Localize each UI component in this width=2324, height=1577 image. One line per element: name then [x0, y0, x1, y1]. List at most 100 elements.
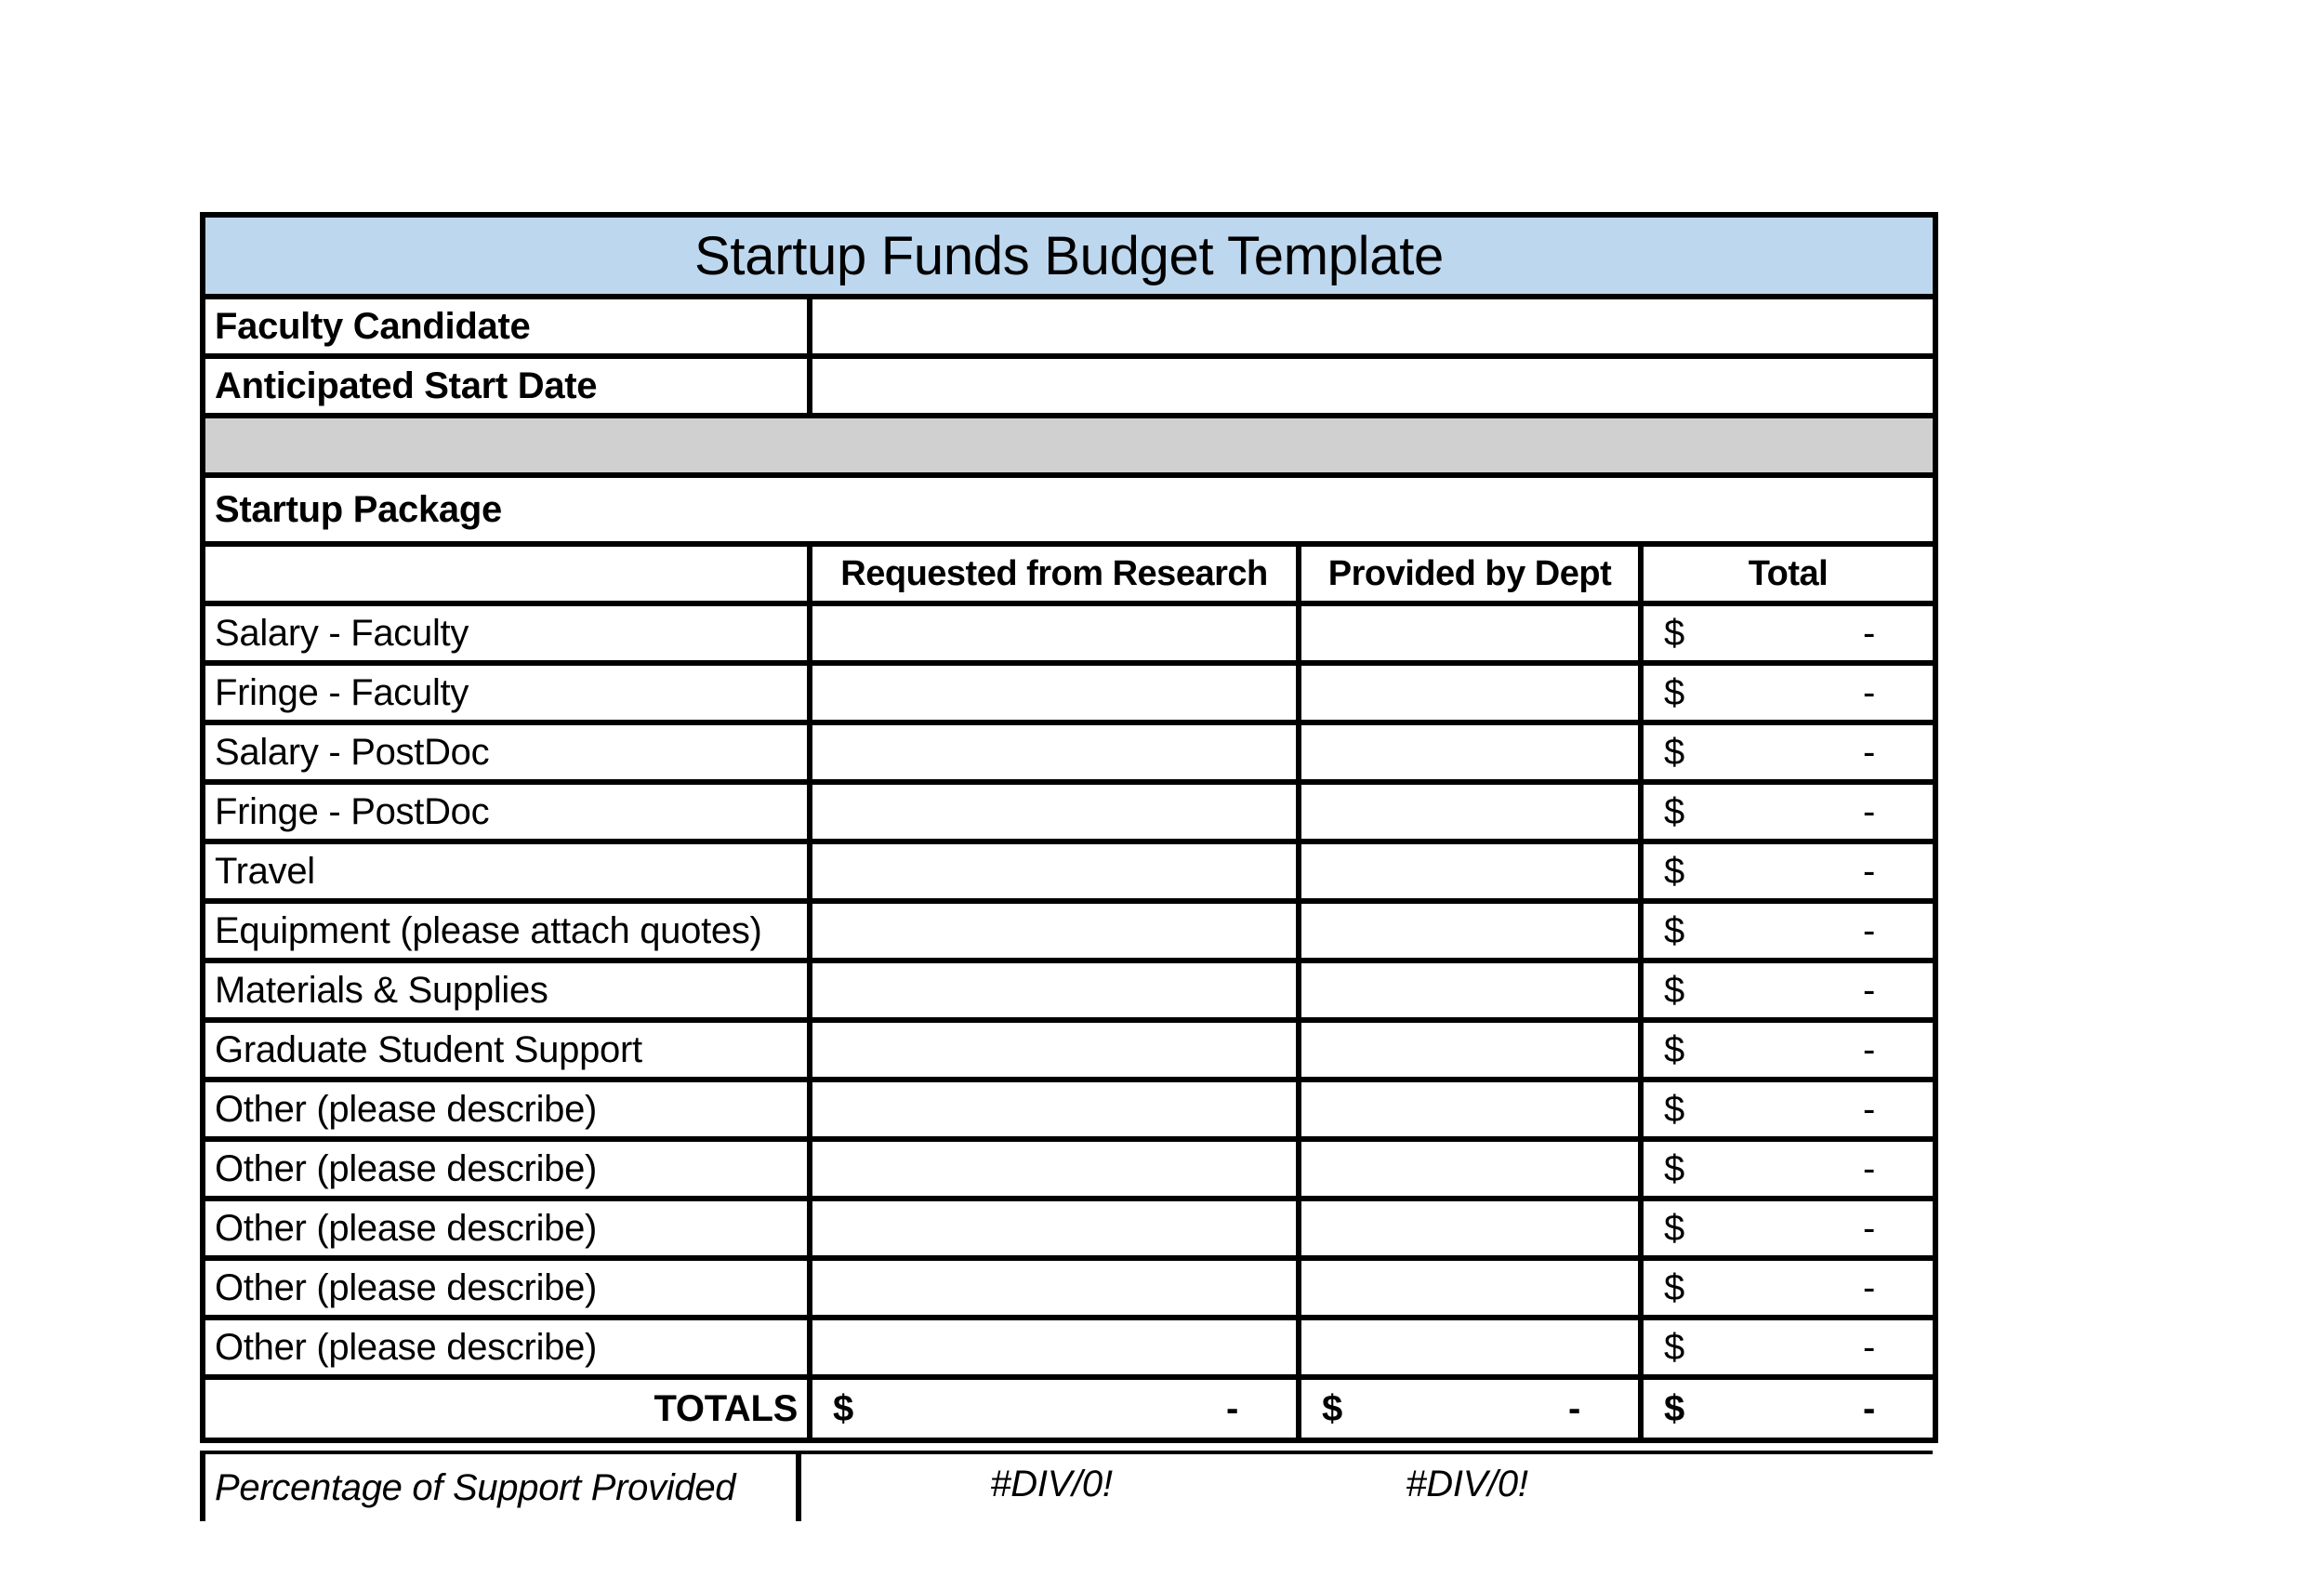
requested-input-cell[interactable] [807, 958, 1301, 1023]
currency-symbol: $ [1664, 612, 1684, 654]
table-row: Fringe - PostDoc $ - [200, 779, 1939, 844]
requested-input-cell[interactable] [807, 1255, 1301, 1320]
totals-total-amount: - [1863, 1387, 1876, 1429]
total-cell: $ - [1637, 839, 1939, 904]
provided-input-cell[interactable] [1296, 660, 1644, 725]
total-amount: - [1863, 1266, 1876, 1308]
currency-symbol: $ [1664, 1147, 1684, 1189]
spacer-row [199, 413, 1939, 478]
table-row: Salary - PostDoc $ - [200, 720, 1939, 785]
provided-input-cell[interactable] [1296, 1196, 1644, 1261]
requested-input-cell[interactable] [807, 898, 1301, 963]
requested-input-cell[interactable] [807, 1136, 1301, 1201]
total-amount: - [1863, 731, 1876, 773]
column-header-blank [200, 541, 812, 606]
line-item-label: Fringe - Faculty [200, 660, 812, 725]
requested-input-cell[interactable] [807, 839, 1301, 904]
provided-input-cell[interactable] [1296, 779, 1644, 844]
document-title: Startup Funds Budget Template [199, 212, 1939, 299]
line-item-label: Other (please describe) [200, 1196, 812, 1261]
provided-input-cell[interactable] [1296, 1315, 1644, 1380]
percentage-provided-value: #DIV/0! [1406, 1464, 1528, 1504]
total-cell: $ - [1637, 898, 1939, 963]
line-item-label: Other (please describe) [200, 1255, 812, 1320]
totals-provided-cell: $ - [1296, 1374, 1644, 1443]
column-header-provided: Provided by Dept [1296, 541, 1644, 606]
provided-input-cell[interactable] [1296, 601, 1644, 666]
provided-input-cell[interactable] [1296, 1136, 1644, 1201]
line-item-label: Other (please describe) [200, 1077, 812, 1142]
table-row: Other (please describe) $ - [200, 1077, 1939, 1142]
totals-label: TOTALS [200, 1374, 812, 1443]
currency-symbol: $ [1322, 1387, 1342, 1429]
currency-symbol: $ [1664, 671, 1684, 713]
provided-input-cell[interactable] [1296, 958, 1644, 1023]
totals-requested-amount: - [1225, 1387, 1238, 1429]
total-cell: $ - [1637, 720, 1939, 785]
total-amount: - [1863, 1028, 1876, 1070]
requested-input-cell[interactable] [807, 1315, 1301, 1380]
currency-symbol: $ [833, 1387, 853, 1429]
requested-input-cell[interactable] [807, 1017, 1301, 1082]
percentage-row: Percentage of Support Provided #DIV/0! #… [200, 1454, 1933, 1521]
column-header-total: Total [1637, 541, 1939, 606]
line-item-label: Graduate Student Support [200, 1017, 812, 1082]
requested-input-cell[interactable] [807, 660, 1301, 725]
total-cell: $ - [1637, 958, 1939, 1023]
provided-input-cell[interactable] [1296, 1077, 1644, 1142]
percentage-requested-value: #DIV/0! [990, 1464, 1113, 1504]
requested-input-cell[interactable] [807, 779, 1301, 844]
total-amount: - [1863, 1088, 1876, 1130]
total-cell: $ - [1637, 1315, 1939, 1380]
table-row: Materials & Supplies $ - [200, 958, 1939, 1023]
provided-input-cell[interactable] [1296, 1017, 1644, 1082]
total-amount: - [1863, 790, 1876, 832]
line-item-label: Fringe - PostDoc [200, 779, 812, 844]
table-row: Fringe - Faculty $ - [200, 660, 1939, 725]
total-cell: $ - [1637, 779, 1939, 844]
table-row: Graduate Student Support $ - [200, 1017, 1939, 1082]
anticipated-start-date-value-cell[interactable] [806, 353, 1939, 418]
totals-total-cell: $ - [1637, 1374, 1939, 1443]
line-item-label: Travel [200, 839, 812, 904]
anticipated-start-date-label: Anticipated Start Date [200, 353, 812, 418]
provided-input-cell[interactable] [1296, 839, 1644, 904]
currency-symbol: $ [1664, 1207, 1684, 1249]
requested-input-cell[interactable] [807, 601, 1301, 666]
column-header-requested: Requested from Research [807, 541, 1301, 606]
total-amount: - [1863, 969, 1876, 1011]
total-cell: $ - [1637, 1196, 1939, 1261]
total-amount: - [1863, 1207, 1876, 1249]
requested-input-cell[interactable] [807, 1077, 1301, 1142]
table-row: Other (please describe) $ - [200, 1315, 1939, 1380]
line-item-label: Equipment (please attach quotes) [200, 898, 812, 963]
budget-sheet: Startup Funds Budget Template Faculty Ca… [199, 212, 1939, 1521]
currency-symbol: $ [1664, 850, 1684, 892]
provided-input-cell[interactable] [1296, 1255, 1644, 1320]
title-row: Startup Funds Budget Template [199, 212, 1939, 299]
currency-symbol: $ [1664, 790, 1684, 832]
requested-input-cell[interactable] [807, 1196, 1301, 1261]
total-amount: - [1863, 850, 1876, 892]
line-item-label: Salary - Faculty [200, 601, 812, 666]
total-amount: - [1863, 909, 1876, 951]
currency-symbol: $ [1664, 1326, 1684, 1368]
currency-symbol: $ [1664, 1088, 1684, 1130]
faculty-candidate-value-cell[interactable] [806, 294, 1939, 359]
percentage-label: Percentage of Support Provided [205, 1454, 801, 1521]
total-cell: $ - [1637, 601, 1939, 666]
anticipated-start-date-row: Anticipated Start Date [200, 353, 1939, 418]
section-header: Startup Package [199, 472, 1939, 547]
total-amount: - [1863, 1326, 1876, 1368]
faculty-candidate-label: Faculty Candidate [200, 294, 812, 359]
table-row: Equipment (please attach quotes) $ - [200, 898, 1939, 963]
provided-input-cell[interactable] [1296, 898, 1644, 963]
total-cell: $ - [1637, 1136, 1939, 1201]
total-cell: $ - [1637, 1017, 1939, 1082]
requested-input-cell[interactable] [807, 720, 1301, 785]
provided-input-cell[interactable] [1296, 720, 1644, 785]
spacer-cell [199, 413, 1939, 478]
line-item-label: Other (please describe) [200, 1315, 812, 1380]
totals-provided-amount: - [1567, 1387, 1580, 1429]
